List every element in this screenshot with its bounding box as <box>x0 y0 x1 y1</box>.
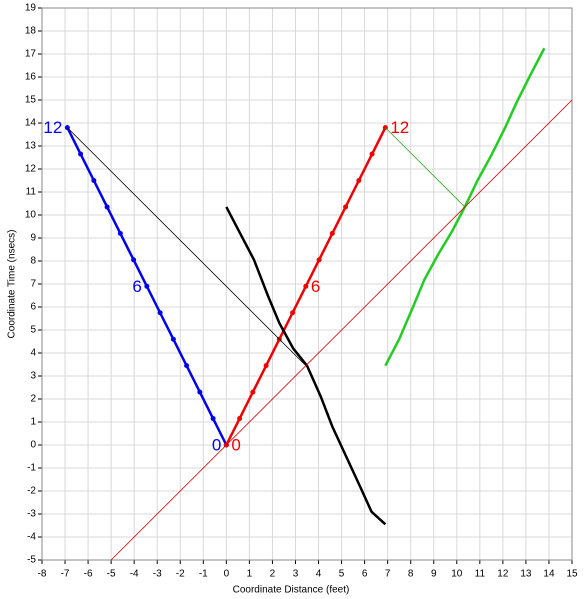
x-tick-label: 0 <box>224 569 230 580</box>
x-tick-label: 9 <box>431 569 437 580</box>
series-line <box>110 99 573 561</box>
y-tick-label: 5 <box>30 325 36 336</box>
point-label: 12 <box>390 118 409 137</box>
point-label: 6 <box>132 277 141 296</box>
y-tick-label: -5 <box>27 555 36 566</box>
y-tick-label: 4 <box>30 348 36 359</box>
x-tick-label: -8 <box>38 569 47 580</box>
point-label: 6 <box>311 277 320 296</box>
x-tick-label: 2 <box>270 569 276 580</box>
point <box>303 283 309 289</box>
y-tick-label: 2 <box>30 394 36 405</box>
point <box>263 363 269 369</box>
x-tick-label: -7 <box>61 569 70 580</box>
y-tick-label: 13 <box>25 141 37 152</box>
point-label: 12 <box>43 118 62 137</box>
point <box>369 151 375 157</box>
point <box>170 336 176 342</box>
y-tick-label: 15 <box>25 95 37 106</box>
y-tick-label: 17 <box>25 49 37 60</box>
y-tick-label: 10 <box>25 210 37 221</box>
plot-border <box>41 7 573 561</box>
x-tick-label: 11 <box>475 569 486 580</box>
y-tick-label: 9 <box>30 233 36 244</box>
point <box>329 230 335 236</box>
x-tick-label: 12 <box>497 569 509 580</box>
point <box>237 416 243 422</box>
x-tick-label: -1 <box>199 569 208 580</box>
point <box>131 257 137 263</box>
x-axis-label: Coordinate Distance (feet) <box>233 585 350 596</box>
x-tick-label: 5 <box>339 569 345 580</box>
x-tick-label: 7 <box>385 569 391 580</box>
series-line <box>385 127 466 208</box>
point <box>184 363 190 369</box>
point <box>210 416 216 422</box>
series-line <box>225 206 387 526</box>
point <box>91 178 97 183</box>
x-tick-label: 13 <box>520 569 532 580</box>
y-tick-label: -3 <box>27 509 36 520</box>
y-tick-label: 3 <box>30 371 36 382</box>
point-label: 0 <box>231 435 240 454</box>
point <box>197 389 203 395</box>
x-tick-label: 1 <box>247 569 253 580</box>
point <box>343 204 349 210</box>
y-tick-label: 16 <box>25 72 37 83</box>
x-tick-label: 3 <box>293 569 299 580</box>
y-axis-label: Coordinate Time (nsecs) <box>7 230 18 339</box>
point <box>250 389 256 395</box>
series-line <box>67 127 307 366</box>
x-tick-label: -6 <box>84 569 93 580</box>
y-tick-label: 1 <box>30 417 36 428</box>
y-tick-label: 8 <box>30 256 36 267</box>
point <box>316 257 322 263</box>
x-tick-label: 6 <box>362 569 368 580</box>
x-tick-label: 14 <box>543 569 555 580</box>
y-tick-label: -4 <box>27 532 36 543</box>
point <box>104 204 110 210</box>
y-tick-label: 6 <box>30 302 36 313</box>
y-tick-label: 0 <box>30 440 36 451</box>
y-tick-label: 12 <box>25 164 37 175</box>
point <box>144 283 150 289</box>
point <box>78 151 84 157</box>
y-tick-label: -2 <box>27 486 36 497</box>
x-tick-label: 4 <box>316 569 322 580</box>
x-tick-label: -2 <box>176 569 185 580</box>
y-tick-label: 19 <box>25 3 37 14</box>
y-tick-label: -1 <box>27 463 36 474</box>
point <box>157 310 163 316</box>
x-tick-label: -4 <box>130 569 139 580</box>
x-tick-label: 15 <box>566 569 578 580</box>
y-tick-label: 18 <box>25 26 37 37</box>
y-tick-label: 14 <box>25 118 37 129</box>
x-tick-label: -5 <box>107 569 116 580</box>
y-tick-label: 11 <box>26 187 37 198</box>
point <box>356 178 362 183</box>
point <box>290 310 296 316</box>
x-tick-label: -3 <box>153 569 162 580</box>
point <box>117 230 123 236</box>
x-tick-label: 10 <box>451 569 463 580</box>
x-tick-label: 8 <box>408 569 414 580</box>
point-label: 0 <box>212 435 221 454</box>
y-tick-label: 7 <box>30 279 36 290</box>
